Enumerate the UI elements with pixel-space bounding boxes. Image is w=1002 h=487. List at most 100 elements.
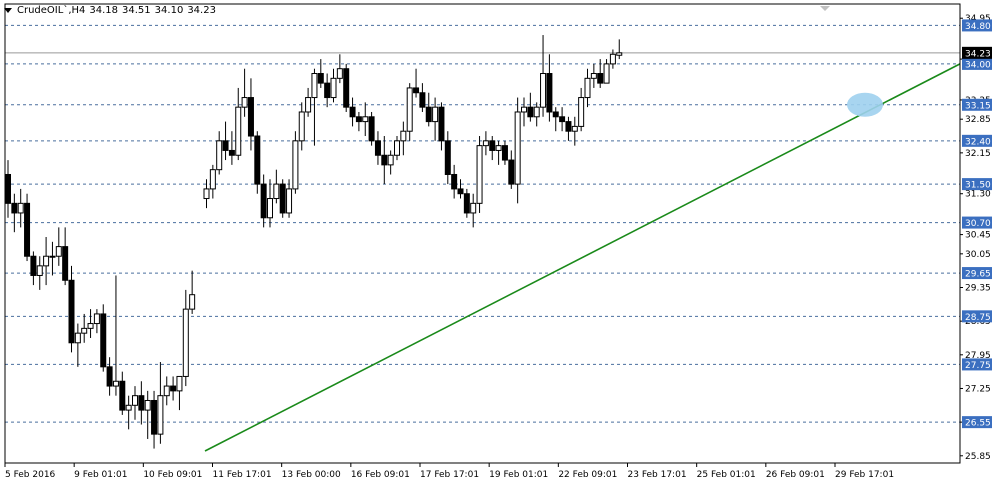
axes-layer: 34.9534.1033.2532.8532.1531.3030.4530.05…	[4, 3, 992, 480]
candle-body	[476, 145, 483, 204]
candle-body	[603, 63, 610, 84]
high-value: 34.51	[122, 5, 151, 16]
candle-body	[267, 198, 273, 219]
candle-body	[106, 366, 113, 387]
shift-marker-icon	[820, 6, 830, 11]
candle-body	[138, 395, 145, 411]
candle-body	[470, 202, 477, 214]
candle-body	[81, 327, 88, 334]
price-level-badge	[962, 416, 992, 429]
candle-body	[254, 135, 261, 185]
candle-body	[362, 116, 369, 123]
candle-body	[400, 130, 407, 142]
candle-body	[489, 140, 496, 151]
candle-body	[228, 149, 235, 156]
candle-body	[189, 294, 196, 310]
candle-body	[279, 183, 286, 214]
price-level-badge	[962, 216, 992, 229]
candle-body	[514, 111, 521, 185]
plot-frame	[4, 3, 961, 464]
candle-body	[521, 106, 527, 113]
y-tick-label: 27.95	[965, 351, 991, 361]
symbol-label: CrudeOIL`,H4	[17, 5, 86, 16]
candle-body	[482, 140, 489, 147]
candle-body	[419, 92, 426, 108]
candle-body	[540, 73, 547, 108]
caret-down-icon[interactable]	[4, 7, 12, 13]
candle-body	[330, 77, 337, 99]
candle-body	[336, 68, 343, 79]
y-tick-label: 29.35	[965, 283, 991, 293]
candles-layer	[5, 35, 623, 449]
y-tick-label: 30.05	[965, 250, 991, 260]
candle-body	[438, 106, 445, 142]
price-level-badge-label: 27.75	[965, 361, 991, 371]
x-tick-label: 9 Feb 01:01	[74, 470, 127, 480]
x-tick-label: 29 Feb 17:01	[835, 470, 894, 480]
open-value: 34.18	[89, 5, 119, 16]
candle-body	[112, 380, 119, 387]
candle-body	[355, 116, 362, 123]
current-price-badge	[962, 46, 992, 59]
x-tick-label: 26 Feb 09:01	[766, 470, 825, 480]
candle-body	[571, 125, 578, 132]
candle-body	[552, 111, 559, 118]
candle-body	[584, 77, 591, 99]
candle-body	[216, 140, 223, 171]
price-level-badge-label: 34.80	[965, 22, 991, 32]
candle-body	[495, 145, 502, 151]
candle-body	[157, 395, 164, 435]
candle-body	[343, 68, 350, 108]
candle-body	[241, 97, 248, 108]
candle-body	[36, 265, 43, 276]
x-tick-label: 17 Feb 17:01	[420, 470, 479, 480]
candle-body	[273, 183, 280, 200]
price-level-badge-label: 30.70	[965, 219, 991, 229]
y-tick-label: 25.85	[965, 452, 991, 462]
candle-body	[132, 395, 138, 406]
candle-body	[100, 313, 107, 368]
candle-body	[590, 73, 597, 79]
candle-body	[444, 140, 451, 175]
current-price-label: 34.23	[965, 49, 991, 59]
candle-body	[62, 246, 69, 281]
candle-body	[222, 140, 229, 151]
trendline	[204, 63, 961, 452]
candle-body	[260, 183, 267, 219]
candle-body	[425, 106, 432, 123]
candle-body	[451, 173, 458, 190]
candle-body	[43, 255, 50, 267]
close-value: 34.23	[187, 5, 216, 16]
candle-body	[17, 202, 24, 214]
candle-body	[151, 399, 158, 435]
candle-body	[93, 313, 100, 325]
candle-body	[413, 87, 420, 94]
candle-body	[533, 106, 540, 118]
price-level-badge-label: 29.65	[965, 270, 991, 280]
candle-body	[203, 188, 210, 200]
candle-body	[565, 121, 572, 132]
candle-body	[432, 106, 439, 123]
candle-body	[457, 188, 464, 195]
candle-body	[298, 111, 305, 142]
candle-body	[176, 375, 183, 392]
price-level-badge-label: 28.75	[965, 313, 991, 323]
price-level-badge	[962, 57, 992, 70]
candle-body	[49, 255, 56, 258]
x-tick-label: 13 Feb 00:00	[282, 470, 341, 480]
candle-body	[144, 399, 151, 411]
candle-body	[578, 97, 585, 127]
price-level-badge	[962, 267, 992, 280]
candle-body	[182, 308, 189, 377]
candle-body	[125, 404, 132, 411]
price-level-badge	[962, 178, 992, 191]
candle-body	[163, 385, 170, 397]
candle-body	[394, 140, 400, 156]
candle-body	[597, 73, 604, 84]
low-value: 34.10	[154, 5, 184, 16]
candle-body	[11, 202, 18, 214]
candle-body	[24, 202, 31, 257]
x-tick-label: 22 Feb 09:01	[558, 470, 617, 480]
candle-body	[381, 154, 388, 166]
